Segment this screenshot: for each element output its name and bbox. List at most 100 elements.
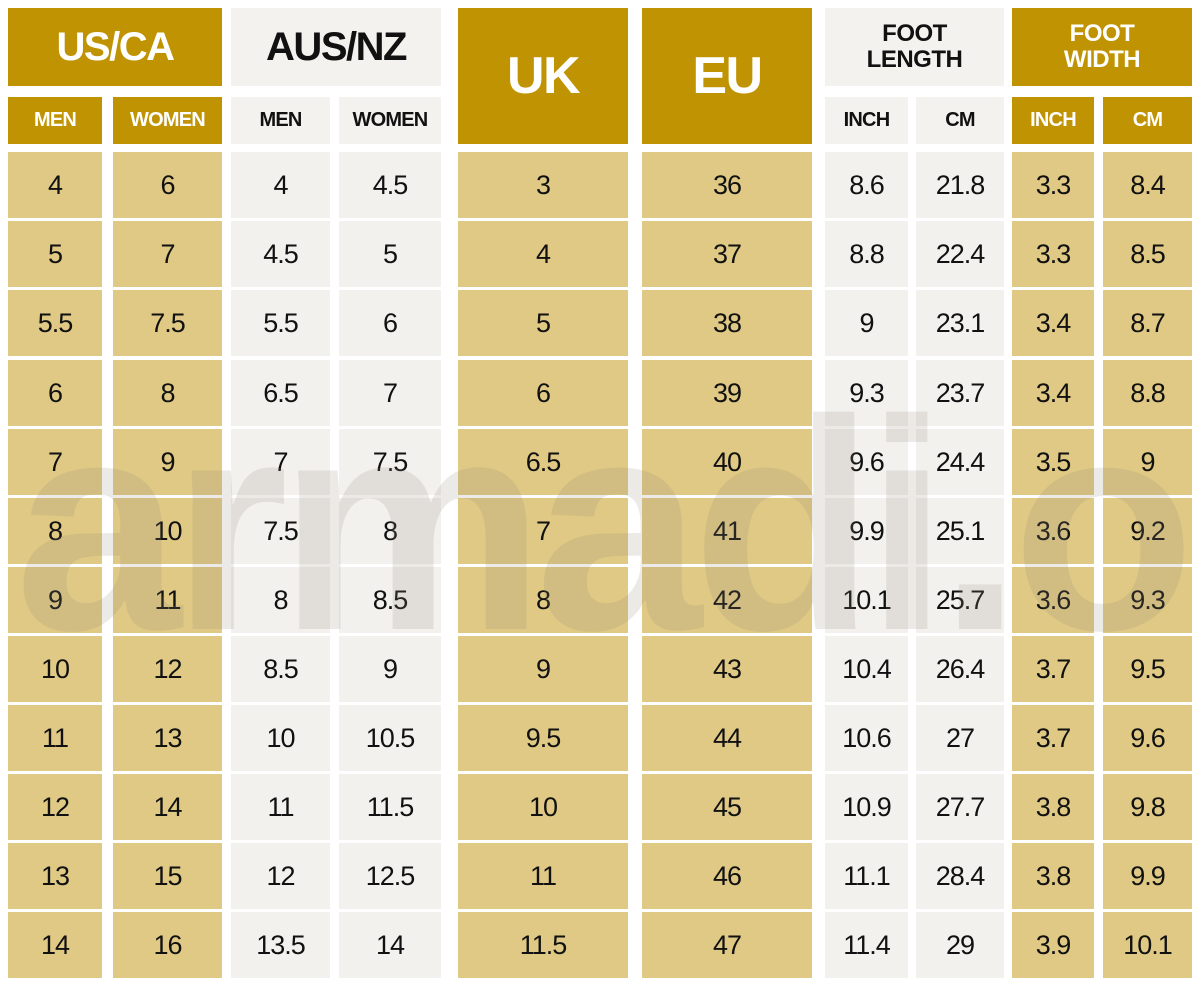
cell-aus-nz-men: 5.5 (231, 290, 330, 356)
cell-foot-width-cm: 8.8 (1103, 360, 1192, 426)
cell-uk: 10 (458, 774, 628, 840)
cell-aus-nz-men: 6.5 (231, 360, 330, 426)
cell-aus-nz-women: 7 (339, 360, 441, 426)
cell-us-ca-women: 16 (113, 912, 222, 978)
cell-foot-width-cm: 10.1 (1103, 912, 1192, 978)
cell-aus-nz-women: 10.5 (339, 705, 441, 771)
cell-us-ca-men: 6 (8, 360, 102, 426)
cell-foot-length-inch: 10.4 (825, 636, 908, 702)
cell-us-ca-women: 15 (113, 843, 222, 909)
cell-us-ca-men: 7 (8, 429, 102, 495)
cell-aus-nz-women: 8 (339, 498, 441, 564)
cell-eu: 38 (642, 290, 812, 356)
cell-us-ca-women: 11 (113, 567, 222, 633)
subheader-foot-width-inch: INCH (1012, 97, 1094, 144)
cell-aus-nz-men: 8.5 (231, 636, 330, 702)
cell-aus-nz-men: 4 (231, 152, 330, 218)
cell-foot-length-cm: 25.7 (916, 567, 1004, 633)
subheader-foot-width-cm: CM (1103, 97, 1192, 144)
cell-aus-nz-women: 5 (339, 221, 441, 287)
cell-eu: 46 (642, 843, 812, 909)
cell-us-ca-men: 8 (8, 498, 102, 564)
cell-us-ca-men: 5 (8, 221, 102, 287)
cell-foot-length-inch: 10.6 (825, 705, 908, 771)
cell-us-ca-women: 10 (113, 498, 222, 564)
cell-uk: 7 (458, 498, 628, 564)
cell-foot-length-inch: 11.4 (825, 912, 908, 978)
header-uk: UK (458, 8, 628, 144)
subheader-aus-nz-men: MEN (231, 97, 330, 144)
header-foot-length: FOOT LENGTH (825, 8, 1004, 86)
cell-uk: 3 (458, 152, 628, 218)
cell-aus-nz-men: 8 (231, 567, 330, 633)
cell-foot-length-inch: 9.6 (825, 429, 908, 495)
cell-foot-width-cm: 9.2 (1103, 498, 1192, 564)
cell-foot-length-inch: 10.9 (825, 774, 908, 840)
cell-us-ca-men: 13 (8, 843, 102, 909)
cell-foot-length-cm: 22.4 (916, 221, 1004, 287)
cell-foot-length-inch: 9 (825, 290, 908, 356)
cell-uk: 9.5 (458, 705, 628, 771)
header-aus-nz: AUS/NZ (231, 8, 441, 86)
cell-eu: 40 (642, 429, 812, 495)
cell-foot-length-cm: 29 (916, 912, 1004, 978)
cell-aus-nz-women: 11.5 (339, 774, 441, 840)
cell-foot-width-cm: 9.6 (1103, 705, 1192, 771)
cell-aus-nz-women: 14 (339, 912, 441, 978)
cell-foot-width-cm: 9.9 (1103, 843, 1192, 909)
cell-foot-length-cm: 27.7 (916, 774, 1004, 840)
subheader-aus-nz-women: WOMEN (339, 97, 441, 144)
cell-aus-nz-women: 6 (339, 290, 441, 356)
cell-aus-nz-men: 7.5 (231, 498, 330, 564)
cell-foot-width-inch: 3.3 (1012, 221, 1094, 287)
cell-uk: 6.5 (458, 429, 628, 495)
cell-us-ca-women: 13 (113, 705, 222, 771)
cell-aus-nz-women: 12.5 (339, 843, 441, 909)
subheader-foot-length-inch: INCH (825, 97, 908, 144)
header-eu: EU (642, 8, 812, 144)
cell-aus-nz-women: 4.5 (339, 152, 441, 218)
cell-foot-width-inch: 3.7 (1012, 636, 1094, 702)
cell-uk: 4 (458, 221, 628, 287)
cell-eu: 36 (642, 152, 812, 218)
cell-uk: 5 (458, 290, 628, 356)
cell-foot-width-cm: 9.5 (1103, 636, 1192, 702)
cell-us-ca-men: 11 (8, 705, 102, 771)
cell-foot-width-inch: 3.4 (1012, 360, 1094, 426)
header-us-ca: US/CA (8, 8, 222, 86)
cell-us-ca-women: 12 (113, 636, 222, 702)
cell-us-ca-men: 9 (8, 567, 102, 633)
cell-eu: 42 (642, 567, 812, 633)
cell-eu: 41 (642, 498, 812, 564)
cell-aus-nz-women: 9 (339, 636, 441, 702)
cell-eu: 44 (642, 705, 812, 771)
cell-foot-width-inch: 3.6 (1012, 567, 1094, 633)
cell-foot-length-cm: 27 (916, 705, 1004, 771)
cell-foot-width-cm: 8.5 (1103, 221, 1192, 287)
cell-us-ca-men: 12 (8, 774, 102, 840)
cell-foot-length-inch: 9.3 (825, 360, 908, 426)
cell-uk: 6 (458, 360, 628, 426)
subheader-us-ca-men: MEN (8, 97, 102, 144)
cell-us-ca-men: 4 (8, 152, 102, 218)
cell-aus-nz-men: 4.5 (231, 221, 330, 287)
cell-aus-nz-men: 10 (231, 705, 330, 771)
cell-foot-width-cm: 8.7 (1103, 290, 1192, 356)
cell-foot-width-inch: 3.3 (1012, 152, 1094, 218)
cell-aus-nz-women: 7.5 (339, 429, 441, 495)
cell-uk: 11 (458, 843, 628, 909)
subheader-us-ca-women: WOMEN (113, 97, 222, 144)
cell-us-ca-women: 14 (113, 774, 222, 840)
cell-eu: 43 (642, 636, 812, 702)
cell-aus-nz-men: 7 (231, 429, 330, 495)
cell-foot-width-inch: 3.7 (1012, 705, 1094, 771)
cell-eu: 47 (642, 912, 812, 978)
cell-foot-length-cm: 23.1 (916, 290, 1004, 356)
cell-eu: 45 (642, 774, 812, 840)
cell-uk: 8 (458, 567, 628, 633)
cell-foot-width-cm: 8.4 (1103, 152, 1192, 218)
header-foot-width: FOOT WIDTH (1012, 8, 1192, 86)
cell-foot-length-cm: 26.4 (916, 636, 1004, 702)
cell-foot-length-inch: 8.6 (825, 152, 908, 218)
